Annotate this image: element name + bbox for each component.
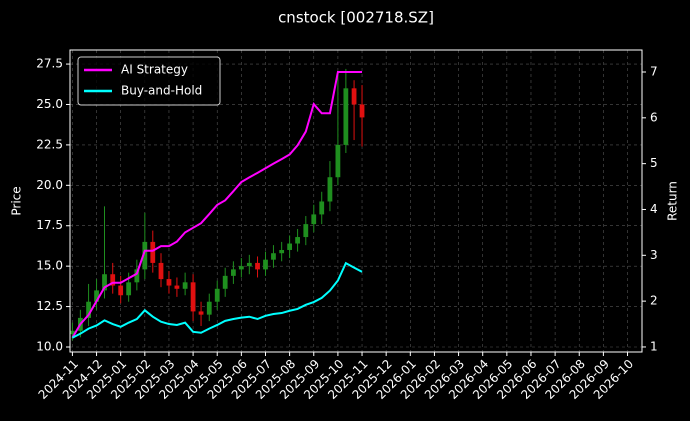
- candle-body: [238, 266, 244, 270]
- candle-body: [263, 259, 268, 270]
- candle-body: [271, 253, 276, 260]
- candle-body: [351, 88, 357, 105]
- candle-body: [327, 177, 333, 202]
- candle-body: [190, 282, 196, 312]
- candle-body: [94, 290, 99, 302]
- chart-title: cnstock [002718.SZ]: [278, 9, 434, 27]
- return-line: [71, 261, 363, 339]
- candle-body: [287, 243, 293, 250]
- y2-tick-label: 2: [650, 294, 658, 308]
- candle-body: [206, 301, 212, 315]
- candle-body: [158, 262, 164, 280]
- candle-body: [311, 214, 317, 225]
- candle-body: [246, 262, 252, 267]
- candle-body: [86, 301, 91, 318]
- y-tick-label: 25.0: [36, 97, 63, 111]
- plot-frame: [69, 49, 643, 353]
- candle-body: [142, 241, 148, 270]
- y-tick-label: 12.5: [36, 299, 63, 313]
- candle-body: [102, 274, 107, 291]
- y-tick-label: 17.5: [36, 218, 63, 232]
- y2-axis-label: Return: [666, 181, 680, 221]
- y2-tick-label: 1: [650, 339, 658, 353]
- candle-body: [174, 285, 180, 289]
- candle-body: [182, 282, 188, 289]
- candle-body: [222, 275, 228, 289]
- y2-tick-label: 7: [650, 64, 658, 78]
- candle-body: [126, 282, 132, 296]
- candle-body: [231, 269, 236, 276]
- y2-tick-label: 5: [650, 156, 658, 170]
- y-tick-label: 10.0: [36, 339, 63, 353]
- y-tick-label: 15.0: [36, 259, 63, 273]
- legend-label: Buy-and-Hold: [121, 84, 202, 98]
- legend-label: AI Strategy: [121, 63, 188, 77]
- return-line: [71, 70, 363, 339]
- candle-body: [319, 201, 325, 215]
- y-tick-label: 27.5: [36, 57, 63, 71]
- candle-body: [343, 88, 349, 145]
- candle-body: [70, 330, 75, 335]
- candle-body: [166, 279, 172, 286]
- y2-tick-label: 4: [650, 202, 658, 216]
- candle-body: [279, 249, 285, 254]
- y-tick-label: 20.0: [36, 178, 63, 192]
- candle-body: [359, 104, 365, 118]
- candle-body: [110, 274, 116, 286]
- candle-body: [214, 288, 220, 302]
- candle-body: [335, 144, 341, 178]
- legend-box: [77, 56, 221, 106]
- candle-body: [303, 224, 309, 238]
- candle-body: [134, 269, 140, 283]
- candle-body: [295, 237, 300, 244]
- y2-tick-label: 3: [650, 248, 658, 262]
- candle-body: [198, 311, 204, 315]
- candle-body: [255, 262, 260, 270]
- candle-body: [118, 285, 124, 296]
- y-tick-label: 22.5: [36, 137, 63, 151]
- y2-tick-label: 6: [650, 110, 658, 124]
- y-axis-label: Price: [10, 186, 24, 215]
- candle-body: [150, 241, 156, 263]
